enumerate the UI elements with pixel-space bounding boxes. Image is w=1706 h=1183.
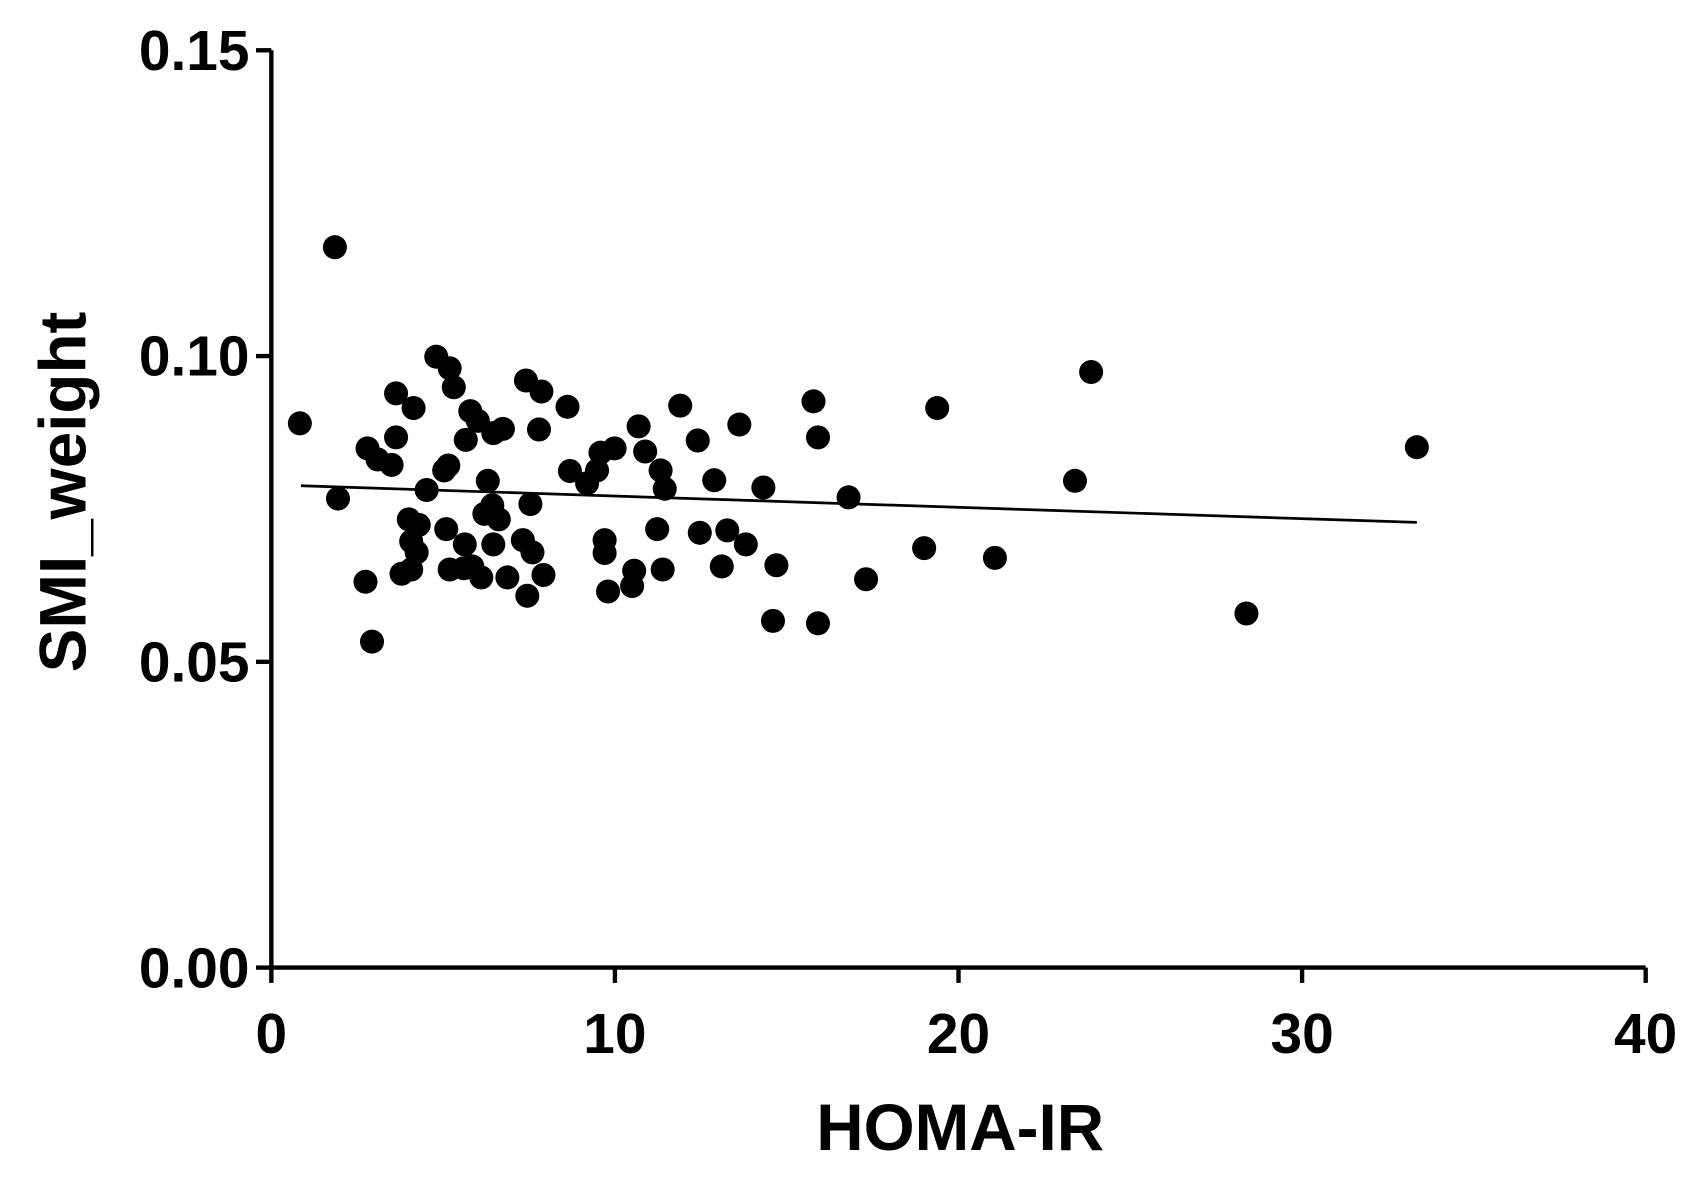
x-tick-label: 30 <box>1270 1003 1333 1066</box>
y-tick-label: 0.15 <box>139 20 250 83</box>
data-point <box>531 562 556 588</box>
x-tick-label: 10 <box>583 1003 646 1066</box>
data-point <box>434 517 459 542</box>
data-point <box>620 573 645 599</box>
data-point <box>1234 601 1259 626</box>
data-point <box>518 492 543 517</box>
data-point <box>648 458 673 483</box>
data-point <box>555 394 580 419</box>
data-point <box>626 414 651 439</box>
data-point <box>436 453 461 478</box>
data-point <box>353 569 378 594</box>
y-tick-label: 0.10 <box>139 326 250 389</box>
data-point <box>709 554 734 579</box>
data-point <box>322 235 347 260</box>
y-axis-label: SMI_weight <box>26 311 99 672</box>
data-point <box>854 567 879 592</box>
data-point <box>404 540 429 565</box>
data-point <box>1404 435 1429 460</box>
fit-line <box>300 484 1417 524</box>
data-point <box>982 545 1007 570</box>
data-point <box>557 459 582 484</box>
data-point <box>685 428 710 453</box>
data-point <box>596 579 621 604</box>
data-point <box>751 475 776 500</box>
data-point <box>764 553 789 578</box>
data-point <box>702 468 727 493</box>
data-point <box>481 532 506 557</box>
data-point <box>475 468 500 493</box>
data-point <box>602 436 627 461</box>
data-point <box>469 565 494 590</box>
x-axis-label: HOMA-IR <box>816 1091 1104 1164</box>
data-point <box>650 557 675 582</box>
data-point <box>379 452 404 477</box>
data-point <box>715 518 740 543</box>
data-point <box>453 427 478 452</box>
data-point <box>733 532 758 557</box>
data-point <box>687 520 712 545</box>
data-point <box>490 416 515 441</box>
x-tick-label: 40 <box>1614 1003 1677 1066</box>
data-point <box>805 425 831 450</box>
data-point <box>668 393 693 418</box>
data-point <box>760 608 785 633</box>
x-tick-label: 20 <box>927 1003 990 1066</box>
data-point <box>645 517 670 542</box>
data-point <box>406 512 431 537</box>
data-point <box>401 396 426 421</box>
data-point <box>287 411 312 436</box>
x-tick-label: 0 <box>256 1003 288 1066</box>
data-point <box>529 379 554 404</box>
data-point <box>633 439 658 464</box>
data-point <box>1062 468 1088 493</box>
data-point <box>486 507 511 532</box>
data-point <box>836 485 861 510</box>
data-point <box>805 611 831 636</box>
y-tick-label: 0.05 <box>139 632 250 695</box>
data-point <box>384 381 409 406</box>
y-tick-label: 0.00 <box>139 937 250 1000</box>
data-point <box>495 565 520 590</box>
data-point <box>437 356 462 381</box>
data-point <box>652 476 677 501</box>
data-point <box>441 375 466 400</box>
data-point <box>452 532 477 557</box>
data-point <box>515 583 540 608</box>
data-point <box>325 486 351 511</box>
data-point <box>520 540 545 565</box>
data-point <box>925 396 950 421</box>
data-point <box>359 629 385 654</box>
data-point <box>801 389 826 414</box>
data-point <box>727 412 752 437</box>
data-point <box>384 425 409 450</box>
data-point <box>912 536 937 561</box>
data-point <box>592 540 617 566</box>
data-point <box>526 417 552 442</box>
data-point <box>1079 359 1104 384</box>
